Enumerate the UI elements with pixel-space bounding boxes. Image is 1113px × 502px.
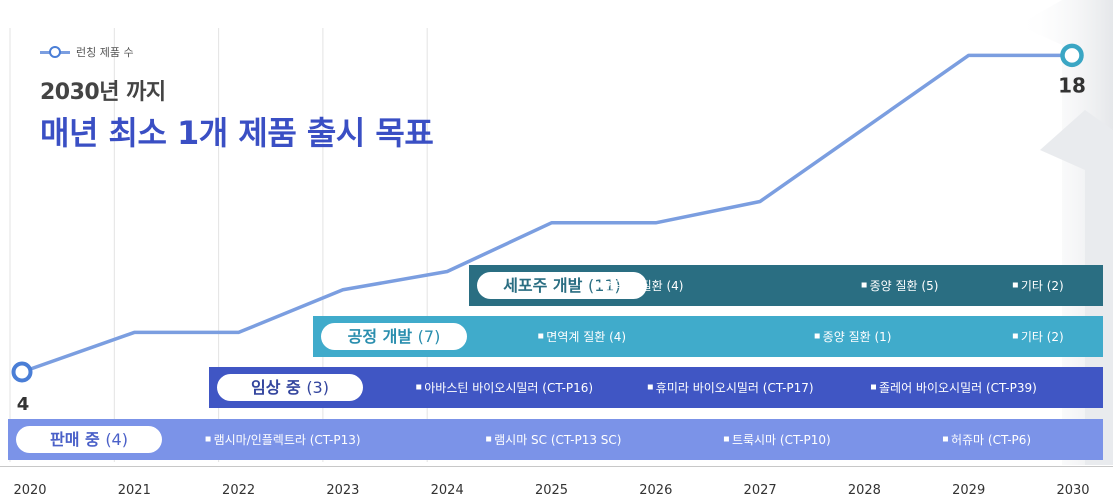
band-count: (11) (588, 276, 621, 295)
band-item-2: 기타 (2) (1021, 330, 1064, 344)
end-value-label: 18 (1058, 73, 1086, 97)
band-label: 세포주 개발 (11) (503, 276, 621, 295)
band-item-3: 허쥬마 (CT-P6) (951, 433, 1031, 447)
band-item-0: 면역계 질환 (4) (604, 279, 684, 293)
bullet-icon (538, 333, 544, 339)
band-item-0: 램시마/인플렉트라 (CT-P13) (214, 433, 361, 447)
band-0: 세포주 개발 (11)면역계 질환 (4) 종양 질환 (5) 기타 (2) (469, 265, 1103, 306)
band-item-1: 램시마 SC (CT-P13 SC) (494, 433, 621, 447)
band-item-2: 졸레어 바이오시밀러 (CT-P39) (879, 381, 1037, 395)
chart-title: 매년 최소 1개 제품 출시 목표 (40, 114, 434, 152)
band-label-pill (321, 323, 467, 350)
start-marker (11, 361, 33, 383)
bullet-icon (416, 384, 422, 390)
band-count: (3) (306, 378, 329, 397)
bullet-icon (595, 282, 601, 288)
band-count: (7) (418, 327, 441, 346)
start-value-label: 4 (17, 394, 30, 415)
bullet-icon (205, 436, 211, 442)
band-label: 판매 중 (4) (50, 430, 128, 449)
x-tick-label: 2025 (535, 483, 568, 498)
x-tick-label: 2020 (13, 483, 46, 498)
x-tick-label: 2028 (848, 483, 881, 498)
band-item-0: 면역계 질환 (4) (546, 330, 626, 344)
band-bar-cap (1091, 419, 1103, 460)
bullet-icon (861, 282, 867, 288)
band-item-2: 트룩시마 (CT-P10) (732, 433, 831, 447)
x-tick-label: 2026 (639, 483, 672, 498)
bullet-icon (942, 436, 948, 442)
band-1: 공정 개발 (7) 면역계 질환 (4) 종양 질환 (1) 기타 (2) (313, 316, 1103, 357)
band-count: (4) (105, 430, 128, 449)
band-label-pill (16, 426, 162, 453)
band-item-2: 기타 (2) (1021, 279, 1064, 293)
band-bar-cap (1091, 265, 1103, 306)
bullet-icon (647, 384, 653, 390)
band-label: 임상 중 (3) (251, 378, 329, 397)
legend: 런칭 제품 수 (40, 44, 134, 60)
band-bar (8, 419, 1103, 460)
bullet-icon (486, 436, 492, 442)
band-label-pill (217, 374, 363, 401)
x-tick-label: 2021 (118, 483, 151, 498)
band-item-1: 휴미라 바이오시밀러 (CT-P17) (656, 381, 814, 395)
x-tick-label: 2022 (222, 483, 255, 498)
x-tick-label: 2030 (1056, 483, 1089, 498)
band-item-0: 아바스틴 바이오시밀러 (CT-P16) (424, 381, 593, 395)
band-bar-cap (1091, 367, 1103, 408)
band-2: 임상 중 (3) 아바스틴 바이오시밀러 (CT-P16) 휴미라 바이오시밀러 (… (209, 367, 1103, 408)
series-line (20, 53, 1074, 374)
bullet-icon (1012, 282, 1018, 288)
bullet-icon (723, 436, 729, 442)
chart-subtitle: 2030년 까지 (40, 80, 166, 105)
band-bar-cap (1091, 316, 1103, 357)
bullet-icon (871, 384, 877, 390)
legend-line-marker-icon (40, 45, 70, 59)
x-tick-label: 2023 (326, 483, 359, 498)
end-marker (1060, 43, 1084, 68)
bullet-icon (1012, 333, 1018, 339)
x-tick-label: 2027 (744, 483, 777, 498)
x-tick-label: 2029 (952, 483, 985, 498)
bullet-icon (814, 333, 820, 339)
x-tick-label: 2024 (431, 483, 464, 498)
band-item-1: 종양 질환 (5) (870, 279, 939, 293)
band-label: 공정 개발 (7) (348, 327, 441, 346)
band-item-1: 종양 질환 (1) (823, 330, 892, 344)
band-3: 판매 중 (4) 램시마/인플렉트라 (CT-P13) 램시마 SC (CT-P13… (8, 419, 1103, 460)
legend-label: 런칭 제품 수 (76, 46, 134, 59)
band-label-pill (477, 272, 647, 299)
